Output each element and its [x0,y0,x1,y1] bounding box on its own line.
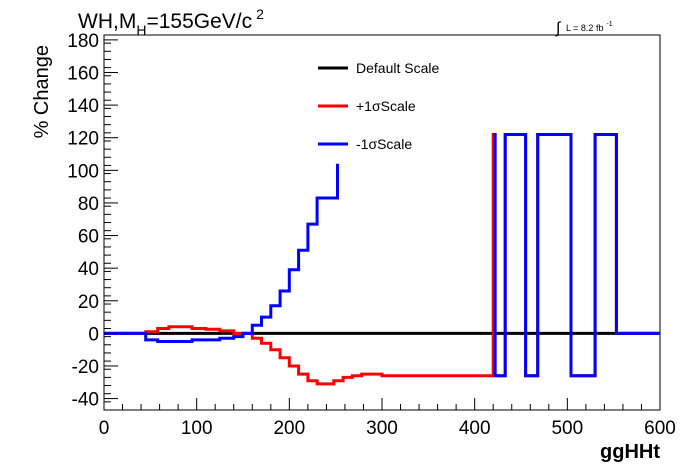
integral-sign: ∫ [555,20,562,37]
x-tick-label: 300 [366,418,398,439]
y-tick-label: -20 [72,357,99,378]
y-tick-label: 180 [67,31,99,52]
legend: Default Scale +1σScale -1σScale [318,60,439,152]
chart-title-sub: H [136,22,146,38]
series-layer [104,133,660,386]
plot-frame [103,34,661,411]
y-tick-label: -40 [72,390,99,411]
axes-layer: -40 -20 0 20 40 60 80 100 120 140 160 180 0 100 200 300… [67,31,676,439]
chart-title-rest: =155GeV/c [146,10,252,33]
x-tick-label: 400 [459,418,491,439]
series-line-1 [104,133,660,386]
x-tick-label: 0 [99,418,110,439]
x-tick-label: 600 [644,418,676,439]
chart-title-sup: 2 [256,6,264,22]
lumi-text: L = 8.2 fb [566,23,603,33]
x-axis-label: ggHHt [600,441,660,463]
chart-title-main: WH,M [78,10,136,33]
series-line-3 [493,133,660,378]
legend-label: Default Scale [356,60,439,76]
series-line-2 [104,163,339,343]
y-tick-label: 40 [78,259,99,280]
legend-label: +1σScale [356,98,416,114]
y-tick-label: 140 [67,96,99,117]
y-tick-label: 20 [78,292,99,313]
x-tick-label: 100 [181,418,213,439]
lumi-sup: -1 [606,21,612,28]
y-tick-label: 0 [88,324,99,345]
legend-label: -1σScale [356,136,412,152]
chart-title: WH,MH=155GeV/c 2 [78,6,264,38]
y-tick-label: 100 [67,161,99,182]
y-tick-label: 160 [67,64,99,85]
y-axis-label: % Change [31,45,53,138]
lumi-label: L = 8.2 fb -1 [566,21,613,33]
y-tick-label: 120 [67,129,99,150]
x-tick-label: 500 [551,418,583,439]
x-tick-label: 200 [273,418,305,439]
plot-area [103,34,661,411]
y-tick-label: 60 [78,227,99,248]
y-tick-label: 80 [78,194,99,215]
